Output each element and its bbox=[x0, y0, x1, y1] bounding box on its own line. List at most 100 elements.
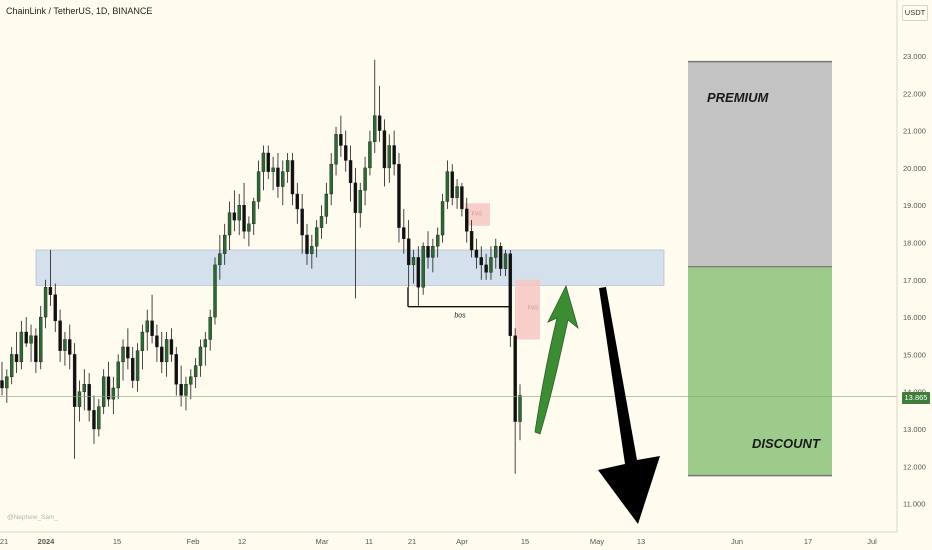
current-price-label: 13.865 bbox=[902, 392, 930, 404]
candle bbox=[290, 152, 295, 206]
candle bbox=[426, 231, 430, 269]
candle-body bbox=[508, 253, 513, 336]
currency-button[interactable]: USDT bbox=[902, 5, 928, 21]
y-tick-label: 21.000 bbox=[903, 127, 926, 136]
candle-body bbox=[363, 167, 367, 191]
candle bbox=[116, 354, 120, 400]
x-tick-label: Apr bbox=[456, 537, 468, 546]
x-tick-label: Jul bbox=[867, 537, 877, 546]
candle bbox=[382, 119, 387, 187]
candle bbox=[111, 376, 116, 415]
candle bbox=[484, 253, 488, 280]
x-tick-label: Jun bbox=[731, 537, 743, 546]
candle bbox=[189, 369, 193, 400]
candle bbox=[373, 59, 377, 153]
candle bbox=[276, 152, 280, 198]
candle bbox=[92, 395, 96, 444]
candle-body bbox=[489, 257, 493, 273]
candle-body bbox=[276, 167, 280, 187]
candle bbox=[465, 197, 469, 243]
chart-title: ChainLink / TetherUS, 1D, BINANCE bbox=[6, 6, 153, 16]
candle-body bbox=[445, 171, 450, 202]
candle bbox=[377, 85, 382, 142]
candle bbox=[421, 242, 425, 295]
candle bbox=[9, 346, 14, 385]
candle bbox=[436, 227, 440, 258]
candle-body bbox=[111, 387, 116, 400]
candle bbox=[339, 115, 343, 157]
candle-body bbox=[353, 182, 358, 213]
candle bbox=[479, 246, 483, 280]
candle bbox=[252, 197, 256, 236]
candle-body bbox=[106, 376, 111, 400]
x-tick-label: 13 bbox=[637, 537, 645, 546]
candle bbox=[513, 328, 517, 474]
candle bbox=[203, 332, 208, 366]
candle-body bbox=[82, 384, 86, 392]
x-tick-label: 15 bbox=[113, 537, 121, 546]
candle-body bbox=[87, 384, 91, 411]
candle-body bbox=[377, 115, 382, 131]
candle-body bbox=[160, 346, 164, 363]
candle bbox=[281, 160, 285, 206]
candle-body bbox=[518, 395, 522, 422]
candle-body bbox=[14, 354, 19, 363]
candle-body bbox=[135, 350, 140, 381]
candle-body bbox=[222, 234, 227, 254]
x-tick-label: 15 bbox=[521, 537, 529, 546]
candle bbox=[247, 216, 251, 247]
candle bbox=[324, 182, 329, 224]
candle bbox=[334, 126, 338, 176]
candle-body bbox=[232, 212, 237, 221]
candle bbox=[358, 182, 362, 228]
candle bbox=[319, 205, 324, 239]
candle bbox=[222, 223, 227, 265]
candle-body bbox=[344, 145, 348, 161]
candle-body bbox=[150, 320, 154, 336]
supply-demand-zone bbox=[35, 249, 665, 286]
x-tick-label: 11 bbox=[365, 537, 373, 546]
candle bbox=[310, 235, 314, 269]
candle bbox=[416, 246, 421, 306]
candle bbox=[314, 220, 319, 258]
discount-zone bbox=[688, 266, 832, 476]
candle bbox=[121, 339, 125, 381]
candle-body bbox=[63, 339, 67, 351]
candle-body bbox=[218, 253, 222, 266]
candle-body bbox=[305, 234, 309, 254]
candle bbox=[82, 369, 86, 411]
premium-zone bbox=[688, 61, 832, 267]
candle bbox=[77, 380, 82, 422]
candle-body bbox=[213, 264, 217, 318]
candle bbox=[140, 324, 145, 370]
candle-body bbox=[92, 410, 96, 430]
candle-body bbox=[460, 186, 464, 210]
candle bbox=[193, 358, 198, 388]
candle bbox=[406, 220, 411, 288]
y-tick-label: 17.000 bbox=[903, 276, 926, 285]
y-tick-label: 12.000 bbox=[903, 462, 926, 471]
candle bbox=[460, 182, 464, 217]
candle-body bbox=[53, 294, 57, 322]
candle-body bbox=[455, 186, 459, 198]
y-tick-label: 18.000 bbox=[903, 239, 926, 248]
candle-body bbox=[334, 134, 338, 165]
candle-body bbox=[426, 246, 430, 258]
candle-body bbox=[72, 354, 77, 407]
candle bbox=[198, 339, 203, 377]
candle-body bbox=[324, 193, 329, 217]
candle-body bbox=[227, 212, 232, 236]
candle-body bbox=[164, 339, 169, 363]
candle bbox=[160, 332, 164, 374]
candle bbox=[19, 320, 24, 370]
candle-body bbox=[266, 152, 270, 172]
candle-body bbox=[329, 163, 333, 195]
candle-body bbox=[58, 320, 62, 351]
candle-body bbox=[256, 171, 261, 202]
candle-body bbox=[392, 145, 396, 165]
candle-body bbox=[0, 380, 4, 389]
fvg-zone-lower bbox=[515, 279, 540, 340]
candle-body bbox=[68, 339, 72, 355]
candle-body bbox=[474, 249, 479, 258]
